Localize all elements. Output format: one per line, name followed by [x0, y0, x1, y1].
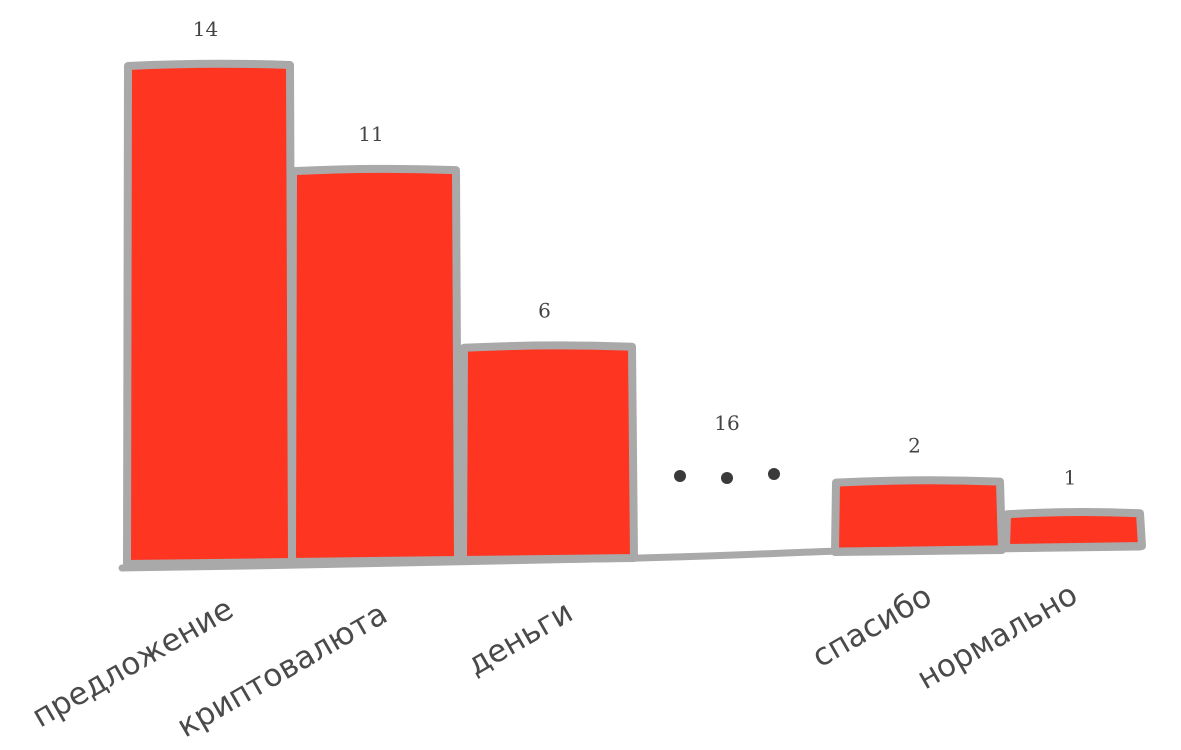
ellipsis-dot	[674, 470, 686, 482]
category-label: нормально	[911, 576, 1084, 696]
bar	[459, 341, 638, 564]
x-axis-baseline	[118, 543, 1144, 572]
ellipsis-dot	[721, 472, 733, 484]
category-label: спасибо	[806, 578, 938, 675]
bar	[1002, 508, 1146, 552]
bar	[831, 476, 1006, 556]
bar	[288, 164, 462, 566]
bar-value-label: 14	[193, 17, 218, 41]
omitted-categories-marker: 16	[674, 411, 780, 484]
omitted-count-label: 16	[714, 411, 739, 435]
bars-group: 14 11 6 2 1	[123, 17, 1146, 568]
bar-value-label: 11	[358, 122, 383, 146]
bar-value-label: 2	[908, 434, 921, 458]
category-label: деньги	[461, 594, 579, 683]
bar	[123, 59, 296, 568]
bar-value-label: 6	[538, 299, 551, 323]
ellipsis-dot	[768, 468, 780, 480]
bar-value-label: 1	[1064, 465, 1077, 489]
